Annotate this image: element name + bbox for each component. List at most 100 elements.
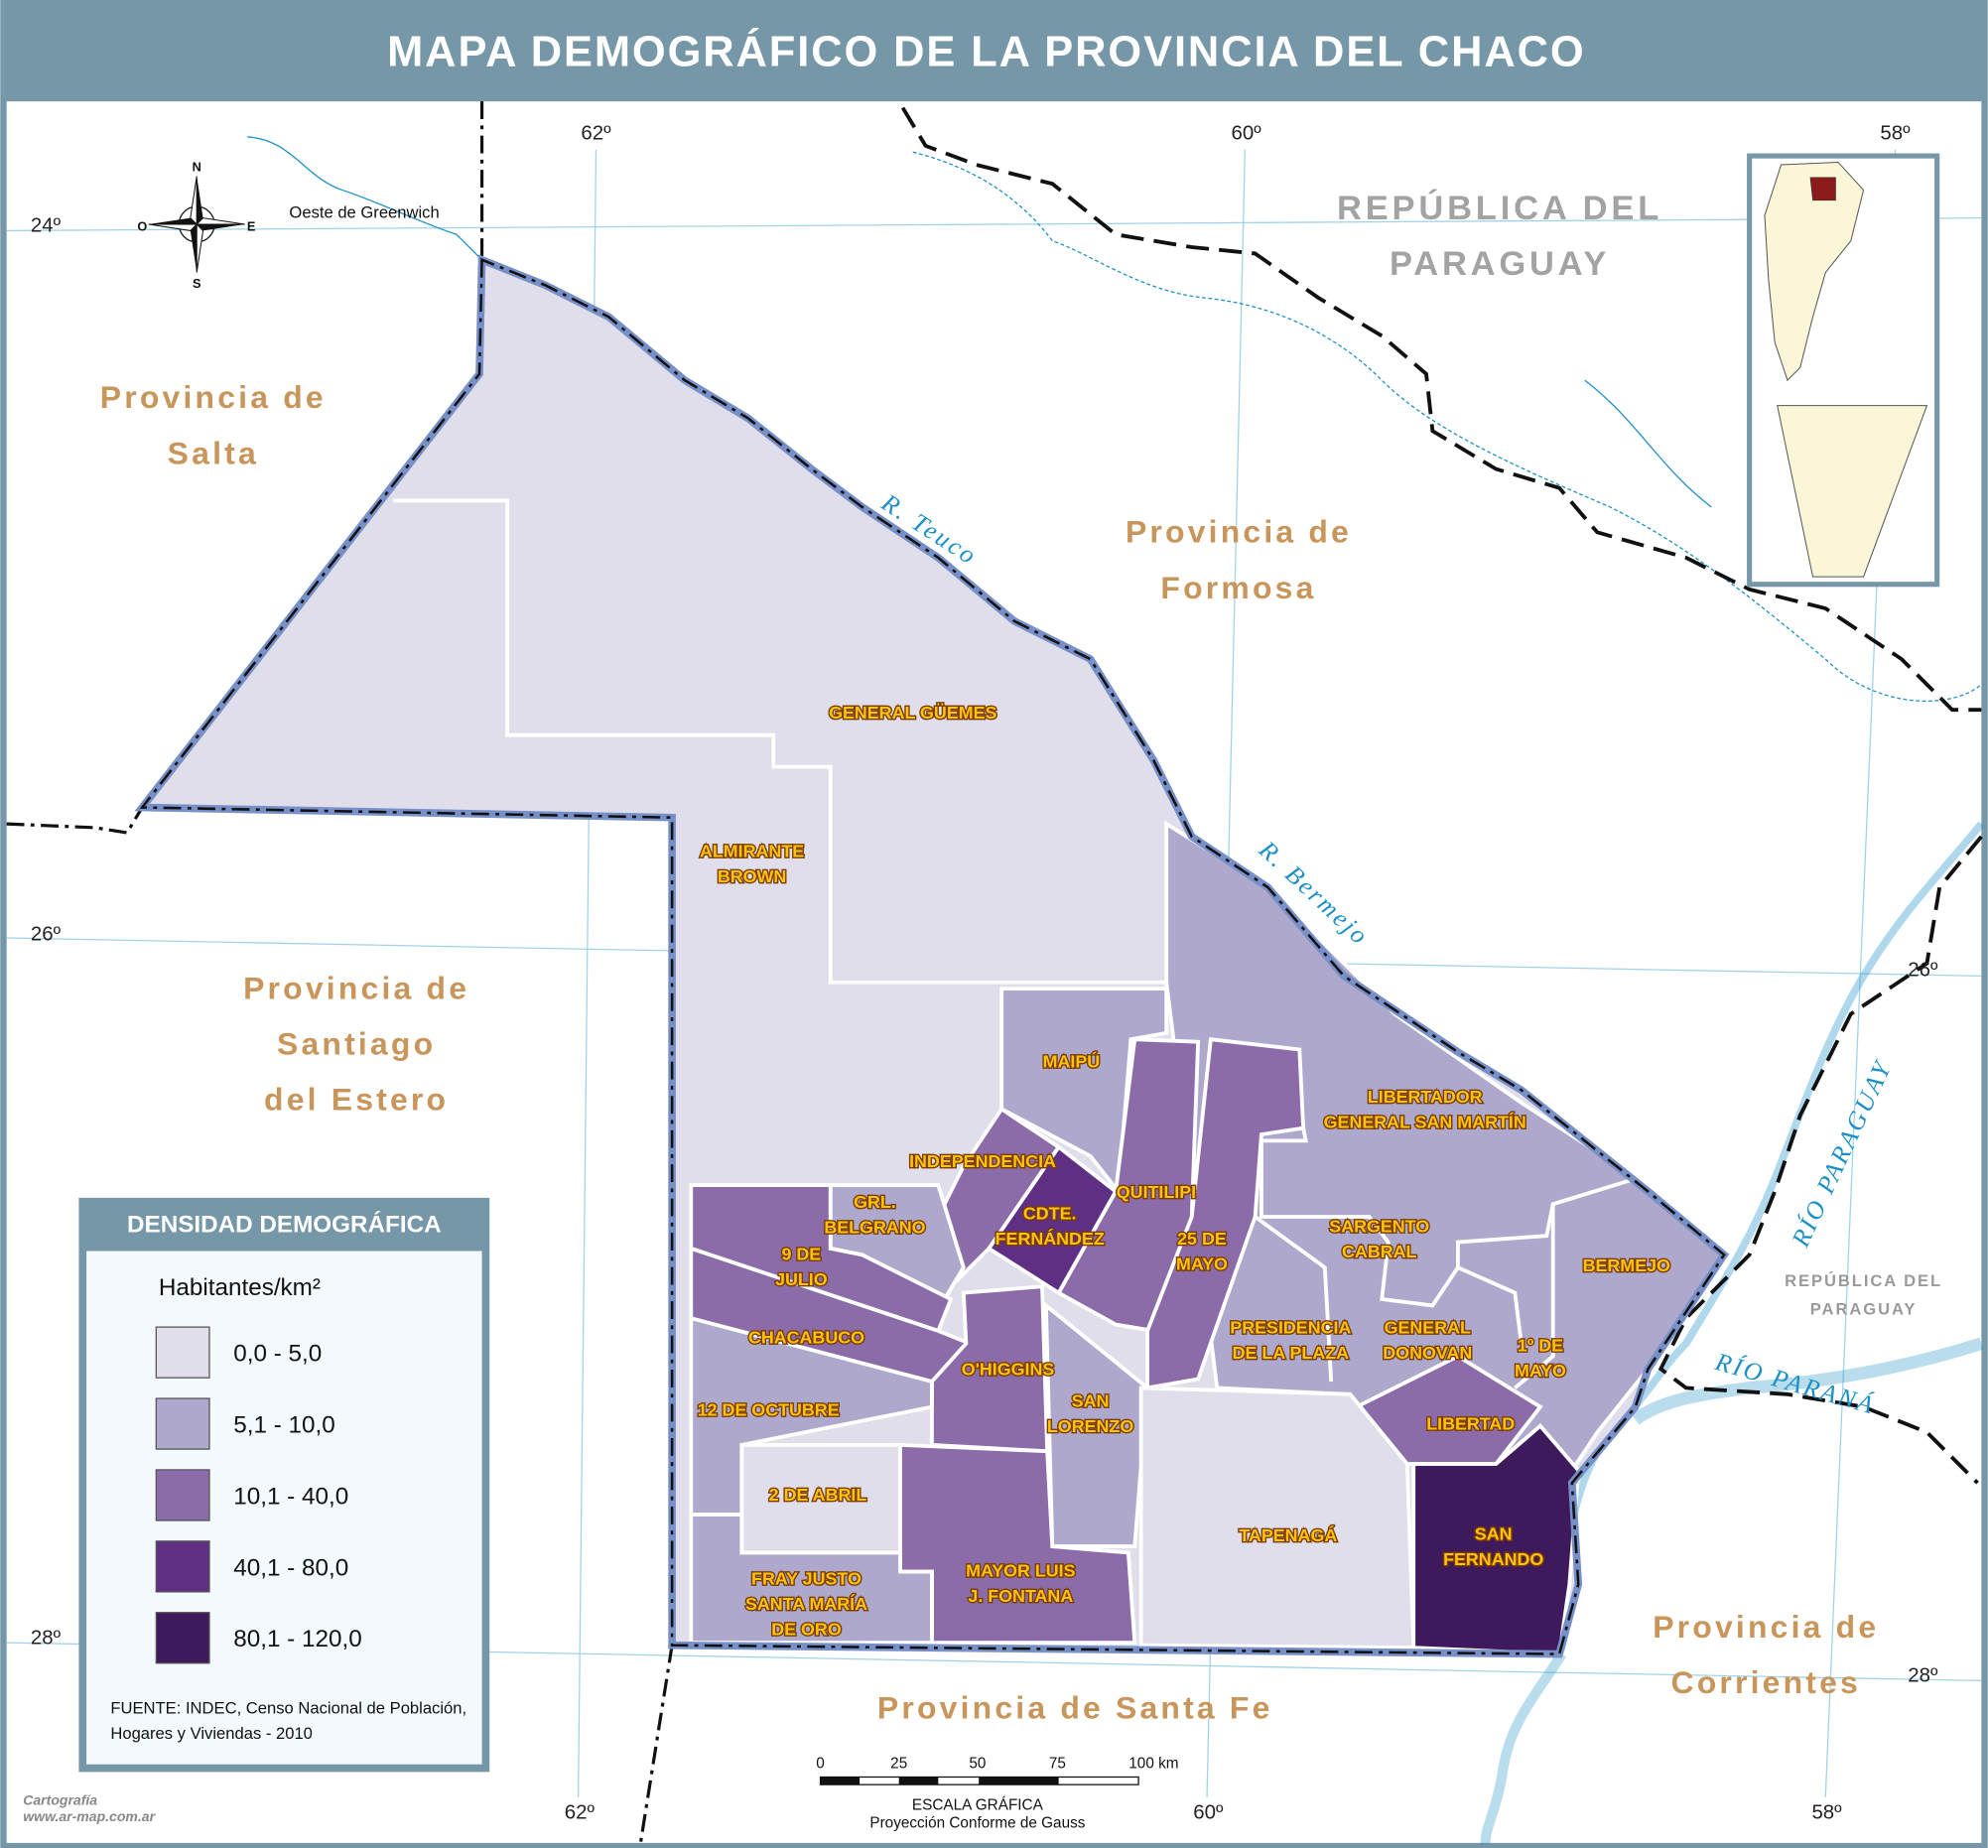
department-label: FRAY JUSTO SANTA MARÍA DE ORO	[745, 1568, 867, 1639]
department-label-line: 2 DE ABRIL	[769, 1485, 867, 1505]
department-label-line: 9 DE	[782, 1244, 822, 1263]
department-label: O'HIGGINS	[962, 1360, 1055, 1380]
department-label-line: DE LA PLAZA	[1233, 1343, 1350, 1363]
country-label-line: PARAGUAY	[1390, 245, 1610, 283]
compass-letter: N	[193, 159, 201, 174]
legend-swatch	[155, 1326, 210, 1379]
department-label-line: 1º DE	[1518, 1335, 1563, 1355]
department-label: QUITILIPI	[1117, 1182, 1196, 1202]
border-line	[6, 806, 144, 835]
department-label-line: BELGRANO	[824, 1218, 925, 1238]
legend-swatch	[155, 1540, 210, 1593]
region-label-line: Corrientes	[1670, 1664, 1861, 1700]
department-label: SARGENTO CABRAL	[1329, 1216, 1429, 1261]
department-label-line: GRL.	[854, 1192, 896, 1212]
scale-tick-label: 75	[1049, 1756, 1066, 1773]
department-label: LIBERTAD	[1426, 1414, 1515, 1434]
department-label: 25 DE MAYO	[1176, 1229, 1228, 1274]
department-label-line: SARGENTO	[1329, 1216, 1429, 1236]
department-label: TAPENAGÁ	[1239, 1524, 1337, 1545]
scale-segment	[898, 1777, 939, 1785]
coordinate-label: 28º	[1908, 1665, 1938, 1687]
region-label-line: Salta	[168, 435, 259, 470]
scale-tick-label: 0	[816, 1756, 825, 1773]
department-boundary	[393, 498, 1167, 985]
department-label-line: GENERAL SAN MARTÍN	[1324, 1112, 1526, 1132]
department-label: LIBERTADOR GENERAL SAN MARTÍN	[1324, 1087, 1526, 1132]
meridian-note: Oeste de Greenwich	[289, 203, 439, 222]
parallel	[6, 217, 1982, 232]
department-label-line: CDTE.	[1023, 1204, 1077, 1224]
department-label-line: QUITILIPI	[1117, 1182, 1196, 1202]
locator-antarctic-sector	[1777, 405, 1928, 578]
department-label-line: O'HIGGINS	[962, 1360, 1055, 1380]
region-label: Provincia de Santa Fe	[877, 1690, 1273, 1726]
region-label-line: Santiago	[277, 1026, 436, 1062]
department-label: CHACABUCO	[748, 1328, 864, 1348]
department-label-line: 12 DE OCTUBRE	[698, 1400, 840, 1420]
coordinate-label: 26º	[1908, 959, 1938, 981]
legend-source: FUENTE: INDEC, Censo Nacional de Poblaci…	[110, 1699, 466, 1718]
department-boundary	[1457, 1265, 1524, 1344]
scale-title: ESCALA GRÁFICA	[912, 1797, 1044, 1814]
department-label: GRL. BELGRANO	[824, 1192, 925, 1238]
region-label: Provincia de Formosa	[1126, 514, 1352, 605]
credit: www.ar-map.com.ar	[23, 1808, 156, 1824]
department-label: GENERAL DONOVAN	[1383, 1318, 1472, 1364]
scale-segment	[979, 1777, 1059, 1785]
department-label: ALMIRANTE BROWN	[700, 841, 804, 886]
coordinate-label: 26º	[31, 924, 62, 946]
coordinate-label: 24º	[31, 215, 62, 237]
legend-label: 40,1 - 80,0	[233, 1554, 348, 1581]
department-label-line: FRAY JUSTO	[751, 1568, 861, 1588]
department-label-line: BERMEJO	[1583, 1255, 1670, 1275]
legend-title: DENSIDAD DEMOGRÁFICA	[127, 1210, 442, 1238]
department	[986, 1144, 1119, 1296]
region-label: Provincia de Santiago del Estero	[243, 970, 469, 1117]
coordinate-label: 62º	[581, 122, 611, 144]
river-parana-south	[1480, 1650, 1566, 1846]
region-label-line: Provincia de	[100, 379, 327, 415]
legend: DENSIDAD DEMOGRÁFICA Habitantes/km² 0,0 …	[78, 1197, 490, 1773]
legend-swatch	[155, 1612, 210, 1664]
scale-tick-label: 25	[890, 1756, 907, 1773]
borders	[6, 101, 1983, 1845]
compass-letter: O	[137, 218, 147, 233]
country-label: REPÚBLICA DEL PARAGUAY	[1785, 1271, 1942, 1318]
region-label-line: Provincia de	[1126, 514, 1352, 550]
coordinate-label: 60º	[1232, 122, 1262, 144]
region-label-line: Provincia de Santa Fe	[877, 1690, 1273, 1726]
scale-projection: Proyección Conforme de Gauss	[869, 1815, 1085, 1832]
department-label: SAN LORENZO	[1047, 1391, 1133, 1437]
compass-star	[148, 176, 245, 273]
department	[1043, 1301, 1150, 1548]
legend-unit: Habitantes/km²	[159, 1274, 321, 1301]
department-label: 2 DE ABRIL	[769, 1485, 867, 1505]
locator-map	[1747, 153, 1940, 588]
department-boundary	[1259, 1127, 1637, 1308]
scale-tick-label: 50	[969, 1756, 986, 1773]
region-label-line: Provincia de	[1653, 1609, 1879, 1645]
compass-letter: E	[247, 218, 256, 233]
region-label: Provincia de Corrientes	[1653, 1609, 1879, 1700]
department-label-line: CABRAL	[1342, 1242, 1416, 1261]
legend-label: 80,1 - 120,0	[233, 1626, 361, 1652]
province	[134, 254, 1730, 1658]
department	[1138, 1386, 1416, 1650]
legend-body	[86, 1251, 482, 1765]
department-label: 12 DE OCTUBRE	[698, 1400, 840, 1420]
department-label-line: JULIO	[775, 1269, 828, 1289]
department-label: PRESIDENCIA DE LA PLAZA	[1230, 1318, 1351, 1364]
scale-segment	[820, 1777, 861, 1785]
legend-label: 0,0 - 5,0	[233, 1341, 322, 1368]
region-label: Provincia de Salta	[100, 379, 327, 470]
department	[1145, 1037, 1306, 1390]
country-label-line: REPÚBLICA DEL	[1337, 188, 1662, 227]
river-parana	[1631, 1337, 1984, 1425]
department-label-line: DE ORO	[771, 1619, 842, 1639]
river-line	[1584, 379, 1712, 508]
department-label: MAIPÚ	[1043, 1050, 1101, 1071]
title: MAPA DEMOGRÁFICO DE LA PROVINCIA DEL CHA…	[387, 28, 1585, 75]
department-label: SAN FERNANDO	[1443, 1524, 1543, 1570]
department-label-line: MAYO	[1176, 1254, 1228, 1274]
